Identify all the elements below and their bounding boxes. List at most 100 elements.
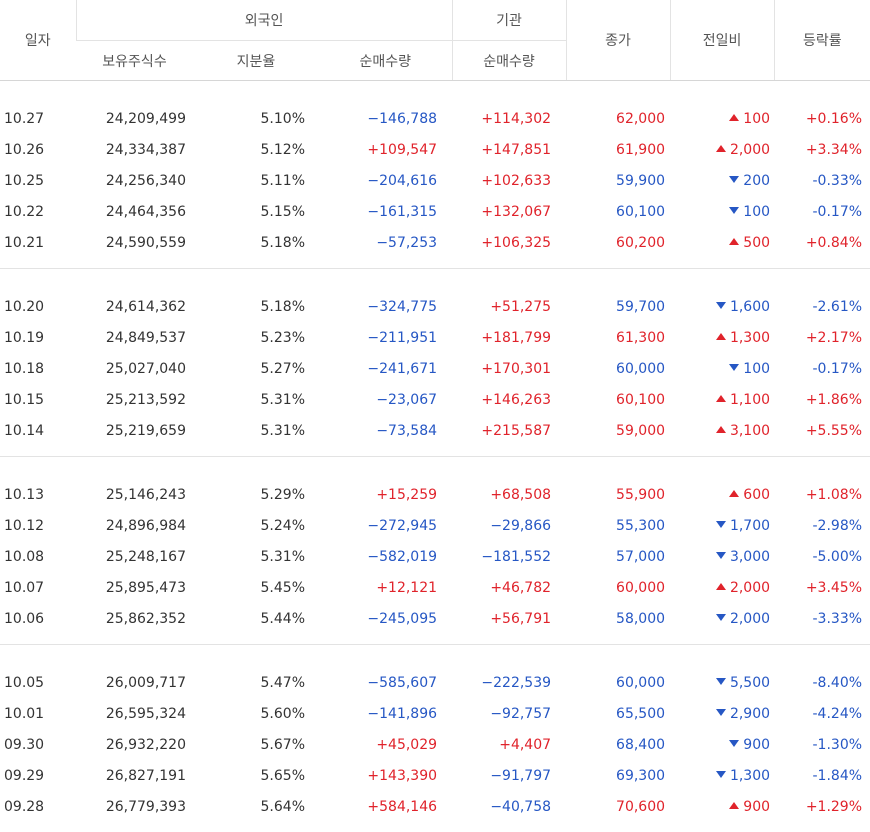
foreign-net-cell: +15,259 — [319, 457, 452, 510]
close-cell: 65,500 — [566, 698, 670, 729]
close-cell: 55,300 — [566, 510, 670, 541]
header-change: 전일비 — [670, 0, 774, 81]
change-cell: 200 — [670, 165, 774, 196]
inst-net-cell: +146,263 — [452, 384, 566, 415]
rate-cell: -3.33% — [774, 603, 870, 645]
date-cell: 10.07 — [0, 572, 76, 603]
change-value: 200 — [743, 173, 770, 189]
triangle-up-icon — [729, 238, 739, 245]
rate-cell: +3.34% — [774, 134, 870, 165]
rate-cell: +5.55% — [774, 415, 870, 457]
triangle-down-icon — [729, 176, 739, 183]
close-cell: 58,000 — [566, 603, 670, 645]
change-value: 2,000 — [730, 580, 770, 596]
rate-cell: -8.40% — [774, 645, 870, 698]
date-cell: 10.01 — [0, 698, 76, 729]
date-cell: 10.08 — [0, 541, 76, 572]
rate-cell: +0.84% — [774, 227, 870, 269]
triangle-down-icon — [729, 364, 739, 371]
triangle-down-icon — [716, 521, 726, 528]
holdings-cell: 24,590,559 — [76, 227, 193, 269]
foreign-net-cell: −582,019 — [319, 541, 452, 572]
date-cell: 09.28 — [0, 791, 76, 832]
close-cell: 60,000 — [566, 645, 670, 698]
ratio-cell: 5.31% — [193, 415, 319, 457]
triangle-down-icon — [716, 614, 726, 621]
triangle-up-icon — [729, 490, 739, 497]
holdings-cell: 24,334,387 — [76, 134, 193, 165]
change-cell: 1,300 — [670, 760, 774, 791]
header-rate: 등락률 — [774, 0, 870, 81]
foreign-net-cell: −241,671 — [319, 353, 452, 384]
triangle-up-icon — [716, 395, 726, 402]
change-cell: 5,500 — [670, 645, 774, 698]
holdings-cell: 26,595,324 — [76, 698, 193, 729]
change-value: 100 — [743, 361, 770, 377]
foreign-net-cell: −141,896 — [319, 698, 452, 729]
date-cell: 10.15 — [0, 384, 76, 415]
triangle-up-icon — [716, 426, 726, 433]
inst-net-cell: −40,758 — [452, 791, 566, 832]
change-value: 1,300 — [730, 768, 770, 784]
change-value: 2,000 — [730, 611, 770, 627]
triangle-down-icon — [729, 207, 739, 214]
holdings-cell: 24,849,537 — [76, 322, 193, 353]
close-cell: 70,600 — [566, 791, 670, 832]
change-cell: 900 — [670, 791, 774, 832]
inst-net-cell: +46,782 — [452, 572, 566, 603]
close-cell: 60,200 — [566, 227, 670, 269]
foreign-net-cell: −73,584 — [319, 415, 452, 457]
rate-cell: +2.17% — [774, 322, 870, 353]
foreign-net-cell: −245,095 — [319, 603, 452, 645]
inst-net-cell: +170,301 — [452, 353, 566, 384]
foreign-net-cell: +12,121 — [319, 572, 452, 603]
date-cell: 10.21 — [0, 227, 76, 269]
ratio-cell: 5.15% — [193, 196, 319, 227]
change-value: 1,600 — [730, 299, 770, 315]
foreign-net-cell: −324,775 — [319, 269, 452, 322]
change-cell: 2,000 — [670, 603, 774, 645]
close-cell: 61,300 — [566, 322, 670, 353]
triangle-down-icon — [716, 302, 726, 309]
change-cell: 3,100 — [670, 415, 774, 457]
inst-net-cell: +215,587 — [452, 415, 566, 457]
holdings-cell: 25,248,167 — [76, 541, 193, 572]
rate-cell: +0.16% — [774, 81, 870, 135]
holdings-cell: 26,779,393 — [76, 791, 193, 832]
close-cell: 69,300 — [566, 760, 670, 791]
rate-cell: +1.08% — [774, 457, 870, 510]
rate-cell: +1.86% — [774, 384, 870, 415]
change-cell: 1,100 — [670, 384, 774, 415]
ratio-cell: 5.31% — [193, 541, 319, 572]
close-cell: 60,100 — [566, 384, 670, 415]
foreign-net-cell: −204,616 — [319, 165, 452, 196]
change-value: 3,000 — [730, 549, 770, 565]
holdings-cell: 25,219,659 — [76, 415, 193, 457]
rate-cell: -4.24% — [774, 698, 870, 729]
change-value: 900 — [743, 737, 770, 753]
rate-cell: -2.61% — [774, 269, 870, 322]
date-cell: 10.14 — [0, 415, 76, 457]
holdings-cell: 25,862,352 — [76, 603, 193, 645]
ratio-cell: 5.18% — [193, 269, 319, 322]
inst-net-cell: +51,275 — [452, 269, 566, 322]
inst-net-cell: +147,851 — [452, 134, 566, 165]
inst-net-cell: +181,799 — [452, 322, 566, 353]
triangle-down-icon — [716, 771, 726, 778]
ratio-cell: 5.60% — [193, 698, 319, 729]
change-cell: 100 — [670, 353, 774, 384]
date-cell: 10.19 — [0, 322, 76, 353]
inst-net-cell: +106,325 — [452, 227, 566, 269]
triangle-up-icon — [729, 802, 739, 809]
close-cell: 59,700 — [566, 269, 670, 322]
